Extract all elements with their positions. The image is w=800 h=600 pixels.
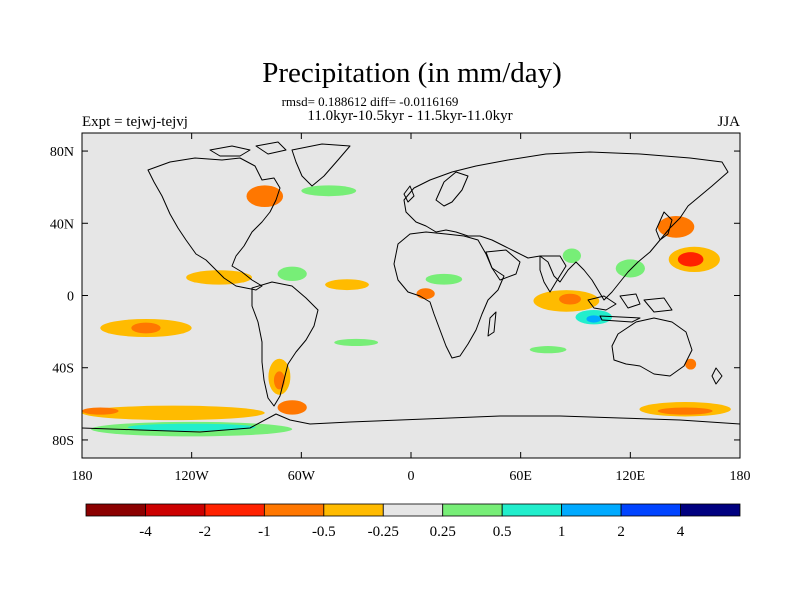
anomaly-indian-south-band — [529, 346, 567, 354]
anomaly-nw-pacific-core — [677, 252, 704, 267]
legend-swatch — [382, 503, 444, 517]
anomaly-canada-east — [246, 185, 284, 208]
legend-label: -1 — [258, 524, 271, 540]
anomaly-south-atlantic-band — [334, 338, 379, 347]
legend-label: 0.25 — [430, 524, 456, 540]
legend-swatch — [263, 503, 325, 517]
y-tick-label: 0 — [67, 290, 74, 305]
anomaly-patagonia-core — [273, 371, 285, 390]
y-tick-label: 40S — [52, 362, 74, 377]
stats-line: rmsd= 0.188612 diff= -0.0116169 — [282, 94, 459, 109]
legend-swatch — [145, 503, 206, 517]
coastline-north-america — [147, 157, 281, 291]
coastline-india — [539, 255, 567, 293]
x-axis: 180 120W 60W 0 60E 120E 180 — [72, 133, 751, 484]
experiment-label: Expt = tejwj-tejvj — [82, 114, 188, 130]
coastline-madagascar — [487, 311, 497, 337]
coastline-greenland — [291, 143, 351, 187]
anomaly-japan — [657, 216, 695, 238]
color-legend: -4 -2 -1 -0.5 -0.25 0.25 0.5 1 2 4 — [85, 503, 741, 540]
season-label: JJA — [717, 114, 740, 130]
legend-swatch — [442, 503, 503, 517]
x-tick-label: 180 — [730, 469, 751, 484]
legend-label: -0.5 — [312, 524, 336, 540]
coastline-africa — [393, 231, 505, 359]
legend-swatch — [680, 503, 741, 517]
coastline-scandinavia — [435, 171, 469, 207]
legend-label: 4 — [677, 524, 685, 540]
chart-subtitle: 11.0kyr-10.5kyr - 11.5kyr-11.0kyr — [307, 108, 512, 124]
anomaly-indian-ocean-core — [559, 293, 581, 305]
y-tick-label: 40N — [50, 217, 74, 232]
anomaly-east-australia — [685, 358, 697, 370]
legend-swatch — [323, 503, 384, 517]
coastline-arabia — [485, 249, 521, 281]
legend-label: 2 — [617, 524, 625, 540]
legend-label: 0.5 — [493, 524, 512, 540]
anomaly-southern-ocean-west — [82, 405, 265, 421]
anomaly-maritime-core — [586, 315, 602, 323]
y-tick-label: 80N — [50, 145, 74, 160]
chart-title: Precipitation (in mm/day) — [262, 57, 562, 89]
coastline-japan — [655, 211, 673, 241]
legend-swatch — [85, 503, 146, 517]
x-tick-label: 60W — [288, 469, 316, 484]
y-axis: 80N 40N 0 40S 80S — [50, 145, 740, 449]
coastline-arctic-islands — [209, 141, 287, 157]
anomaly-west-africa — [425, 273, 463, 285]
anomaly-south-china-sea — [615, 259, 645, 278]
x-tick-label: 180 — [72, 469, 93, 484]
legend-swatch — [204, 503, 265, 517]
coastline-new-zealand — [711, 367, 723, 385]
legend-label: 1 — [558, 524, 566, 540]
anomaly-caribbean — [277, 266, 307, 282]
coastline-australia — [611, 317, 693, 377]
coastline-maritime-continent — [587, 293, 673, 323]
x-tick-label: 60E — [509, 469, 532, 484]
anomaly-central-america-itcz — [186, 270, 252, 285]
x-tick-label: 0 — [408, 469, 415, 484]
anomaly-bay-of-bengal — [562, 248, 581, 263]
anomaly-drake-passage — [277, 400, 307, 415]
anomaly-southern-ocean-east-core — [657, 407, 713, 415]
x-tick-label: 120E — [616, 469, 646, 484]
legend-swatch — [620, 503, 681, 517]
coastline-british-isles — [403, 185, 415, 203]
coastline-eurasia — [403, 151, 729, 301]
anomaly-north-atlantic — [301, 185, 357, 197]
x-tick-label: 120W — [175, 469, 210, 484]
legend-swatch — [561, 503, 622, 517]
anomaly-antarctic-coast-teal — [127, 423, 256, 431]
legend-label: -4 — [139, 524, 152, 540]
anomaly-gulf-of-guinea — [416, 288, 435, 300]
anomaly-atlantic-itcz — [325, 279, 369, 291]
coastline-antarctica — [82, 413, 740, 433]
coastlines — [82, 141, 740, 433]
anomaly-southern-ocean-west-core — [82, 407, 119, 415]
legend-label: -2 — [199, 524, 212, 540]
coastline-south-america — [251, 281, 319, 407]
legend-label: -0.25 — [368, 524, 399, 540]
y-tick-label: 80S — [52, 434, 74, 449]
anomaly-south-pacific-core — [131, 322, 161, 334]
legend-swatch — [501, 503, 563, 517]
